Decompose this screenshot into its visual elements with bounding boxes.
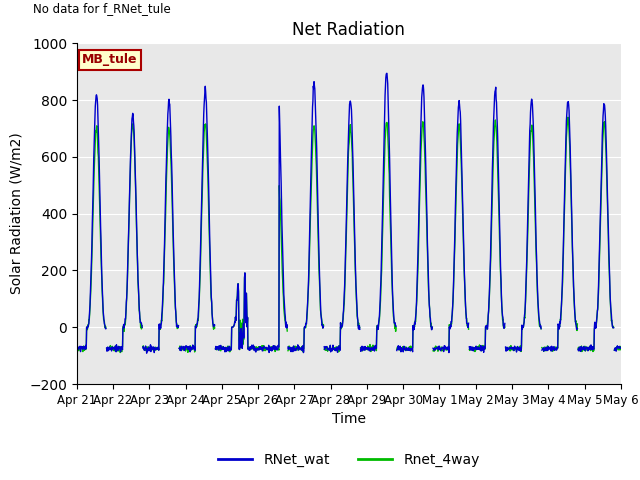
RNet_wat xyxy=(194,315,202,321)
Rnet_4way xyxy=(255,345,263,350)
Title: Net Radiation: Net Radiation xyxy=(292,21,405,39)
RNet_wat xyxy=(616,345,624,351)
RNet_wat xyxy=(181,347,189,353)
Rnet_4way xyxy=(433,344,441,350)
RNet_wat xyxy=(73,347,81,353)
Legend: RNet_wat, Rnet_4way: RNet_wat, Rnet_4way xyxy=(212,447,486,472)
Y-axis label: Solar Radiation (W/m2): Solar Radiation (W/m2) xyxy=(10,133,24,294)
Rnet_4way xyxy=(552,347,560,353)
Line: Rnet_4way: Rnet_4way xyxy=(77,117,620,352)
Rnet_4way xyxy=(616,347,624,352)
RNet_wat xyxy=(552,347,560,352)
Rnet_4way xyxy=(73,346,81,352)
RNet_wat xyxy=(255,345,263,351)
RNet_wat xyxy=(433,346,441,351)
X-axis label: Time: Time xyxy=(332,412,366,426)
Line: RNet_wat: RNet_wat xyxy=(77,73,620,353)
Text: No data for f_RNet_tule: No data for f_RNet_tule xyxy=(33,2,171,15)
Rnet_4way xyxy=(504,346,512,351)
RNet_wat xyxy=(504,347,512,352)
Rnet_4way xyxy=(194,318,202,324)
Rnet_4way xyxy=(181,347,189,352)
Text: MB_tule: MB_tule xyxy=(82,53,138,66)
